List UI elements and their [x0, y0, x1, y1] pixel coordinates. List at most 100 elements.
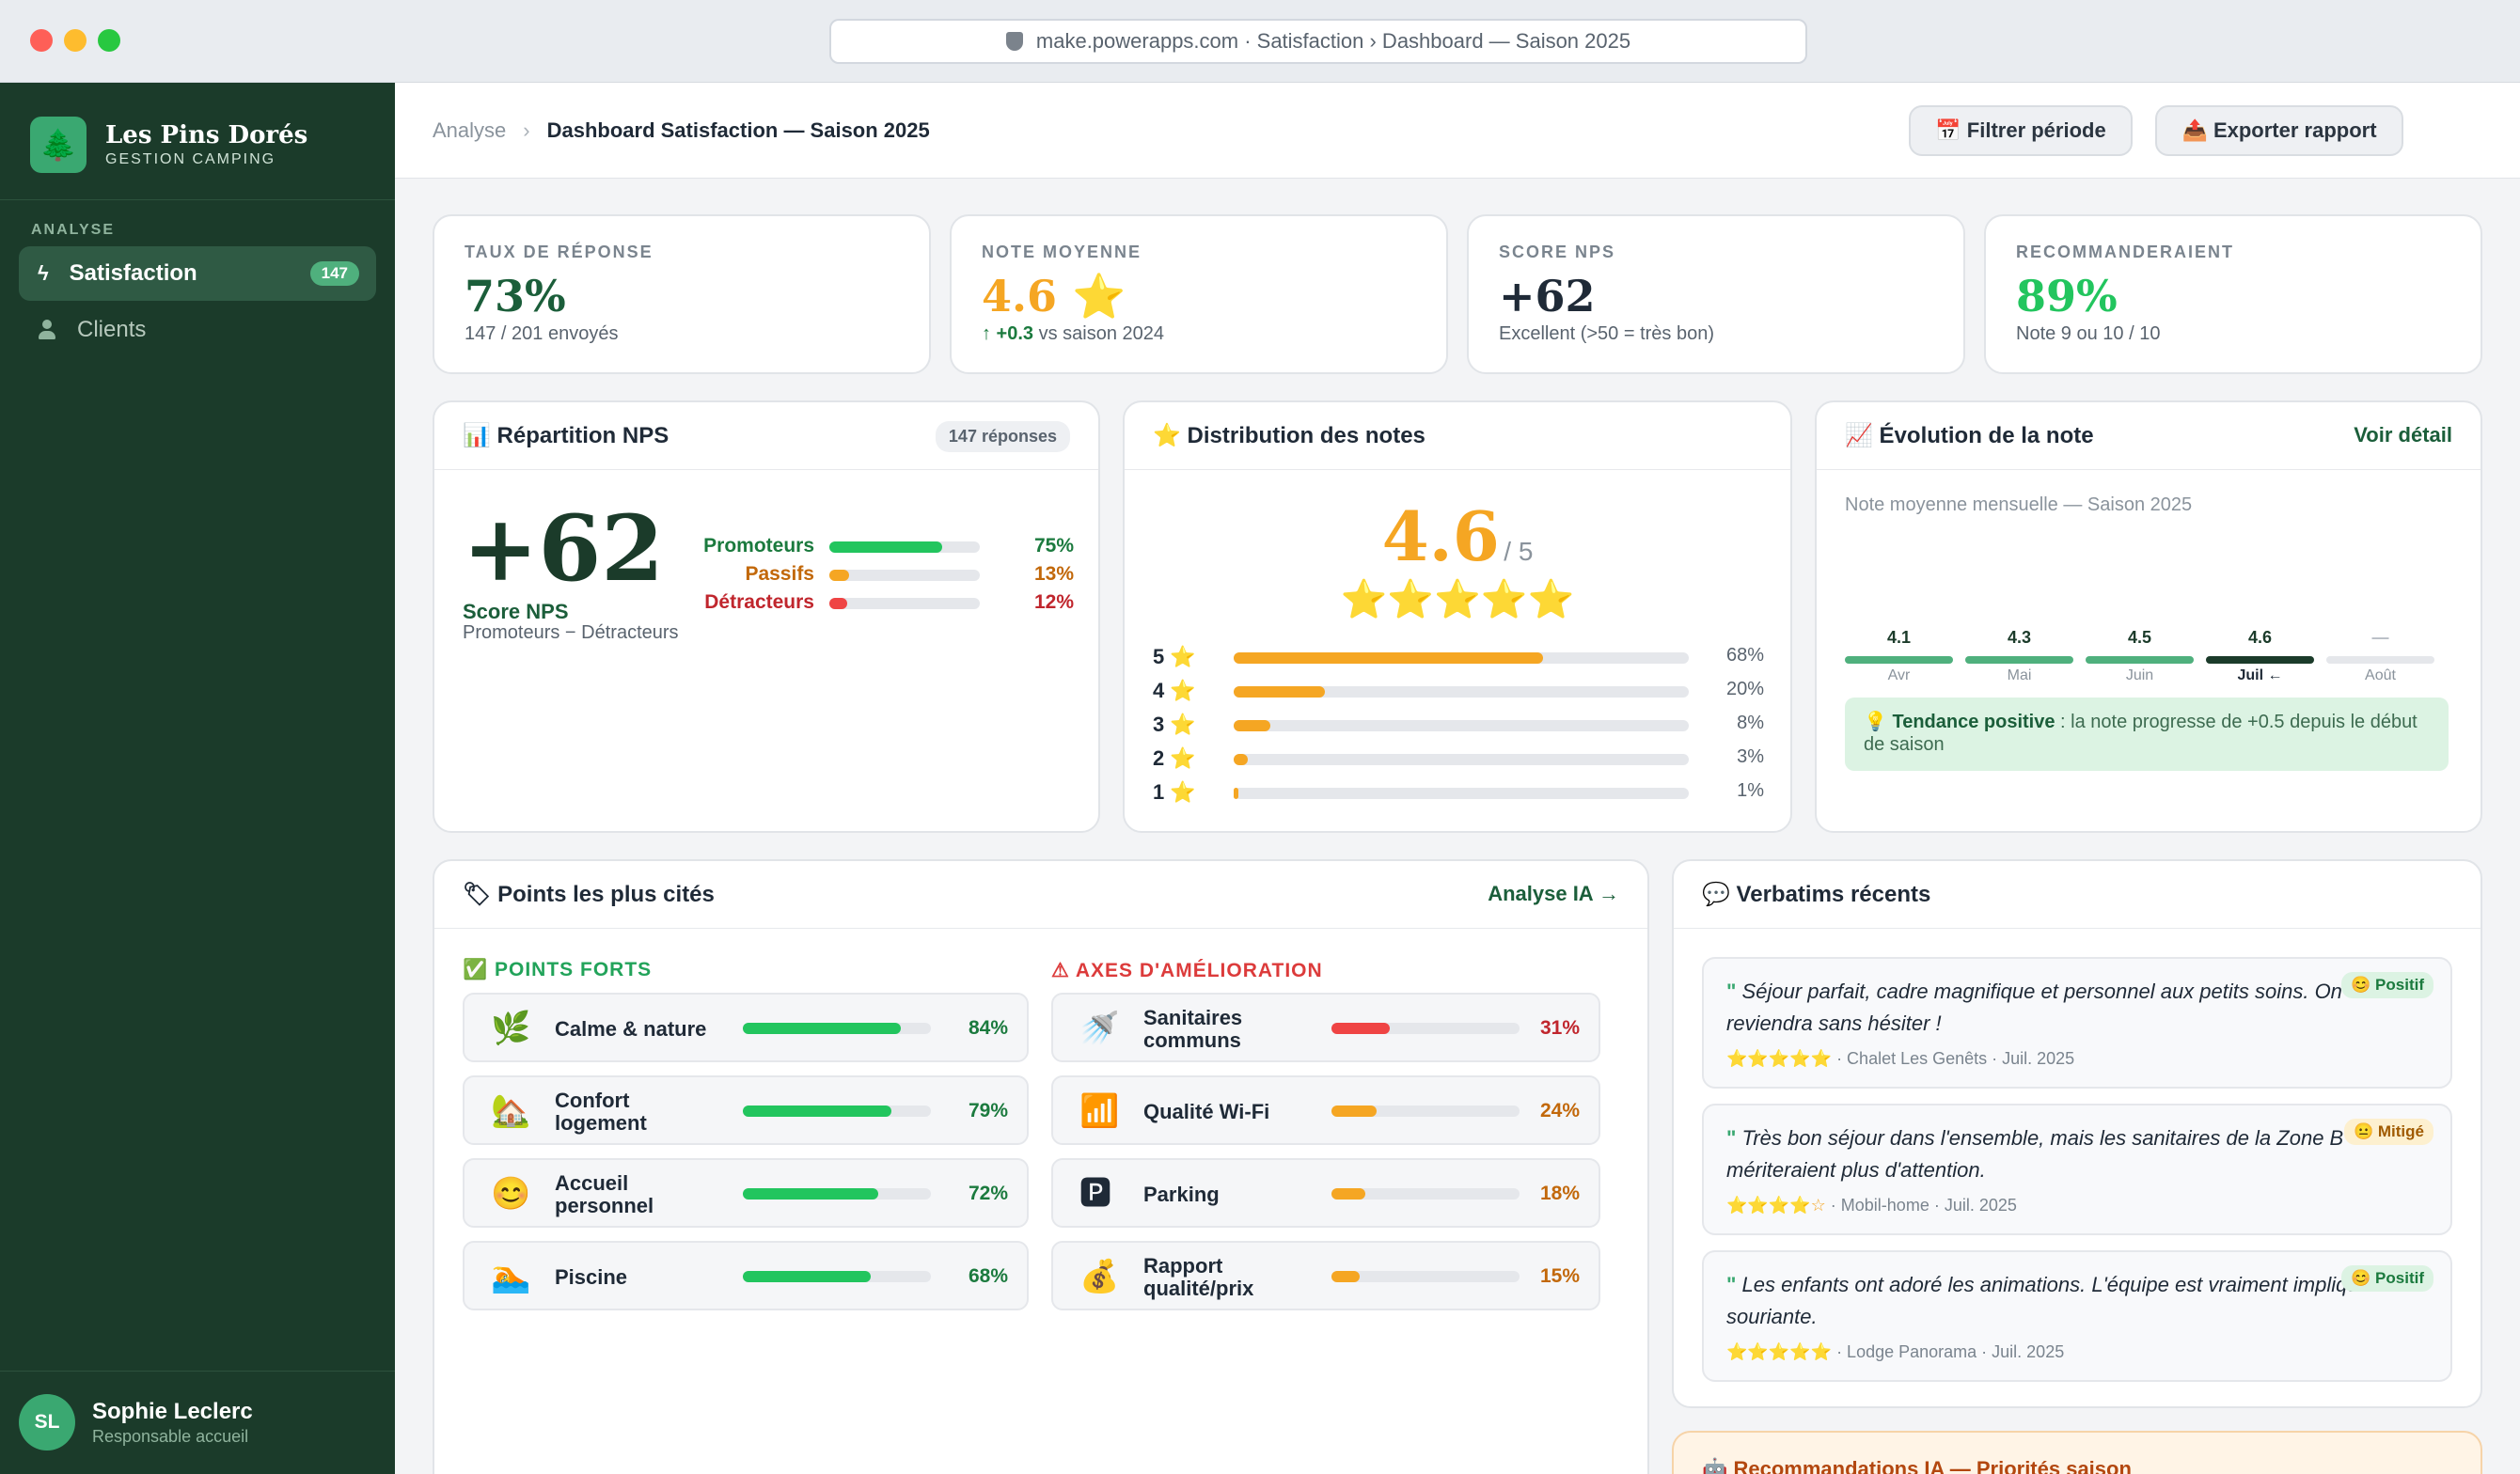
verbatim-text: Les enfants ont adoré les animations. L'… [1726, 1273, 2405, 1328]
strength-item[interactable]: 😊 Accueil personnel 72% [463, 1158, 1029, 1228]
verbatim-item[interactable]: " Séjour parfait, cadre magnifique et pe… [1702, 957, 2452, 1089]
improvement-item[interactable]: 📶 Qualité Wi-Fi 24% [1051, 1075, 1600, 1145]
verbatim-source: · Chalet Les Genêts · Juil. 2025 [1832, 1049, 2075, 1068]
distribution-row-fill [1234, 720, 1270, 731]
address-bar[interactable]: make.powerapps.com · Satisfaction › Dash… [829, 19, 1807, 64]
month-tick-label: Juin [2125, 667, 2154, 683]
distribution-row-percent: 3% [1737, 746, 1764, 767]
improvement-emoji-icon: 🚿 [1079, 1011, 1120, 1046]
improvement-emoji-icon: 💰 [1079, 1259, 1120, 1294]
person-icon [38, 320, 56, 340]
breadcrumb: Analyse › Dashboard Satisfaction — Saiso… [433, 118, 930, 143]
distribution-row-percent: 68% [1725, 645, 1764, 666]
kpi-value: +62 [1499, 271, 1596, 321]
verbatim-meta: ⭐⭐⭐⭐☆ · Mobil-home · Juil. 2025 [1726, 1196, 2017, 1215]
improvement-item[interactable]: 🅿 Parking 18% [1051, 1158, 1600, 1228]
nps-breakdown-card: 📊 Répartition NPS 147 réponses +62 Score… [433, 400, 1100, 833]
verbatim-stars: ⭐⭐⭐⭐☆ [1726, 1196, 1826, 1215]
view-detail-link[interactable]: Voir détail [2354, 423, 2452, 447]
month-value-label: — [2371, 628, 2389, 647]
sidebar-count-badge: 147 [309, 261, 359, 286]
rating-distribution-card: ⭐ Distribution des notes 4.6 / 5 ⭐⭐⭐⭐⭐ 5… [1123, 400, 1792, 833]
item-track [743, 1106, 931, 1117]
month-value-label: 4.5 [2127, 628, 2152, 647]
page-header: Analyse › Dashboard Satisfaction — Saiso… [395, 83, 2520, 179]
nps-row-track [829, 541, 980, 553]
kpi-subtext: Note 9 ou 10 / 10 [2016, 323, 2161, 344]
user-profile[interactable]: SL Sophie Leclerc Responsable accueil [19, 1394, 253, 1450]
strength-emoji-icon: 🏡 [491, 1093, 531, 1129]
month-tick-label: Août [2365, 667, 2396, 683]
trend-label: 💡 Tendance positive [1864, 712, 2055, 732]
verbatim-quote: " Séjour parfait, cadre magnifique et pe… [1726, 976, 2422, 1040]
distribution-row-percent: 20% [1725, 679, 1764, 699]
nps-row-label: Passifs [745, 563, 814, 585]
kpi-label: NOTE MOYENNE [982, 243, 1142, 261]
nps-row-fill [829, 541, 942, 553]
item-label: Qualité Wi-Fi [1143, 1100, 1270, 1123]
month-value-label: 4.6 [2247, 628, 2273, 647]
page-title: Dashboard Satisfaction — Saison 2025 [546, 118, 930, 142]
verbatim-stars: ⭐⭐⭐⭐⭐ [1726, 1049, 1833, 1068]
minimize-window-icon[interactable] [64, 29, 87, 52]
sidebar: 🌲 Les Pins Dorés GESTION CAMPING ANALYSE… [0, 83, 395, 1474]
month-column: 4.6 Juil ← [2206, 628, 2314, 694]
export-report-button[interactable]: 📤 Exporter rapport [2155, 105, 2403, 156]
distribution-row-fill [1234, 686, 1325, 698]
item-fill [1331, 1106, 1377, 1117]
strength-item[interactable]: 🏊 Piscine 68% [463, 1241, 1029, 1310]
close-window-icon[interactable] [30, 29, 53, 52]
verbatim-source: · Mobil-home · Juil. 2025 [1825, 1196, 2017, 1215]
kpi-value: 4.6 ⭐ [982, 271, 1126, 321]
distribution-row-track [1234, 686, 1689, 698]
item-track [1331, 1023, 1520, 1034]
improvement-item[interactable]: 💰 Rapport qualité/prix 15% [1051, 1241, 1600, 1310]
item-track [1331, 1106, 1520, 1117]
verbatim-source: · Lodge Panorama · Juil. 2025 [1832, 1342, 2065, 1361]
distribution-row: 2 ⭐ 3% [1153, 745, 1764, 775]
strength-item[interactable]: 🏡 Confort logement 79% [463, 1075, 1029, 1145]
distribution-row: 1 ⭐ 1% [1153, 778, 1764, 808]
item-fill [743, 1106, 891, 1117]
recent-verbatims-card: 💬 Verbatims récents " Séjour parfait, ca… [1672, 859, 2482, 1408]
distribution-row-fill [1234, 788, 1238, 799]
maximize-window-icon[interactable] [98, 29, 120, 52]
month-column: — Août [2326, 628, 2434, 694]
nps-score-label: Score NPS [463, 600, 569, 623]
breadcrumb-parent[interactable]: Analyse [433, 118, 507, 142]
improvement-item[interactable]: 🚿 Sanitaires communs 31% [1051, 993, 1600, 1062]
verbatim-item[interactable]: " Les enfants ont adoré les animations. … [1702, 1250, 2452, 1382]
sentiment-badge: 😊 Positif [2341, 972, 2433, 998]
card-title: ⭐ Distribution des notes [1125, 402, 1790, 470]
month-value-label: 4.1 [1886, 628, 1912, 647]
distribution-row-fill [1234, 652, 1544, 664]
distribution-row-label: 5 ⭐ [1153, 645, 1196, 668]
kpi-label: RECOMMANDERAIENT [2016, 243, 2234, 261]
verbatim-item[interactable]: " Très bon séjour dans l'ensemble, mais … [1702, 1104, 2452, 1235]
month-bar [2086, 656, 2194, 664]
strength-item[interactable]: 🌿 Calme & nature 84% [463, 993, 1029, 1062]
nps-score-value: +62 [463, 495, 665, 602]
card-title: 📊 Répartition NPS [434, 402, 1098, 470]
monthly-rating-chart: 4.1 Avr 4.3 Mai 4.5 Juin 4.6 Juil ← — Août [1845, 628, 2456, 694]
sidebar-section-label: ANALYSE [31, 222, 115, 238]
item-percent: 68% [968, 1265, 1008, 1287]
item-percent: 79% [968, 1100, 1008, 1121]
sidebar-item-satisfaction[interactable]: ϟ Satisfaction 147 [19, 246, 376, 301]
card-title: 🏷 Points les plus cités [434, 861, 1647, 929]
month-bar [1845, 656, 1953, 664]
filter-period-button[interactable]: 📅 Filtrer période [1909, 105, 2133, 156]
nps-row-percent: 75% [1033, 535, 1074, 557]
item-fill [1331, 1188, 1365, 1200]
month-value-label: 4.3 [2007, 628, 2032, 647]
improvements-heading: ⚠ AXES D'AMÉLIORATION [1051, 960, 1323, 981]
distribution-row-track [1234, 788, 1689, 799]
item-label: Piscine [555, 1265, 628, 1289]
ai-analysis-link[interactable]: Analyse IA → [1488, 882, 1619, 905]
distribution-row-fill [1234, 754, 1248, 765]
brand-name: Les Pins Dorés [105, 121, 308, 149]
strength-emoji-icon: 😊 [491, 1176, 531, 1212]
sidebar-item-clients[interactable]: Clients [19, 303, 376, 357]
shield-icon [1005, 32, 1023, 51]
breadcrumb-separator: › [523, 118, 530, 142]
